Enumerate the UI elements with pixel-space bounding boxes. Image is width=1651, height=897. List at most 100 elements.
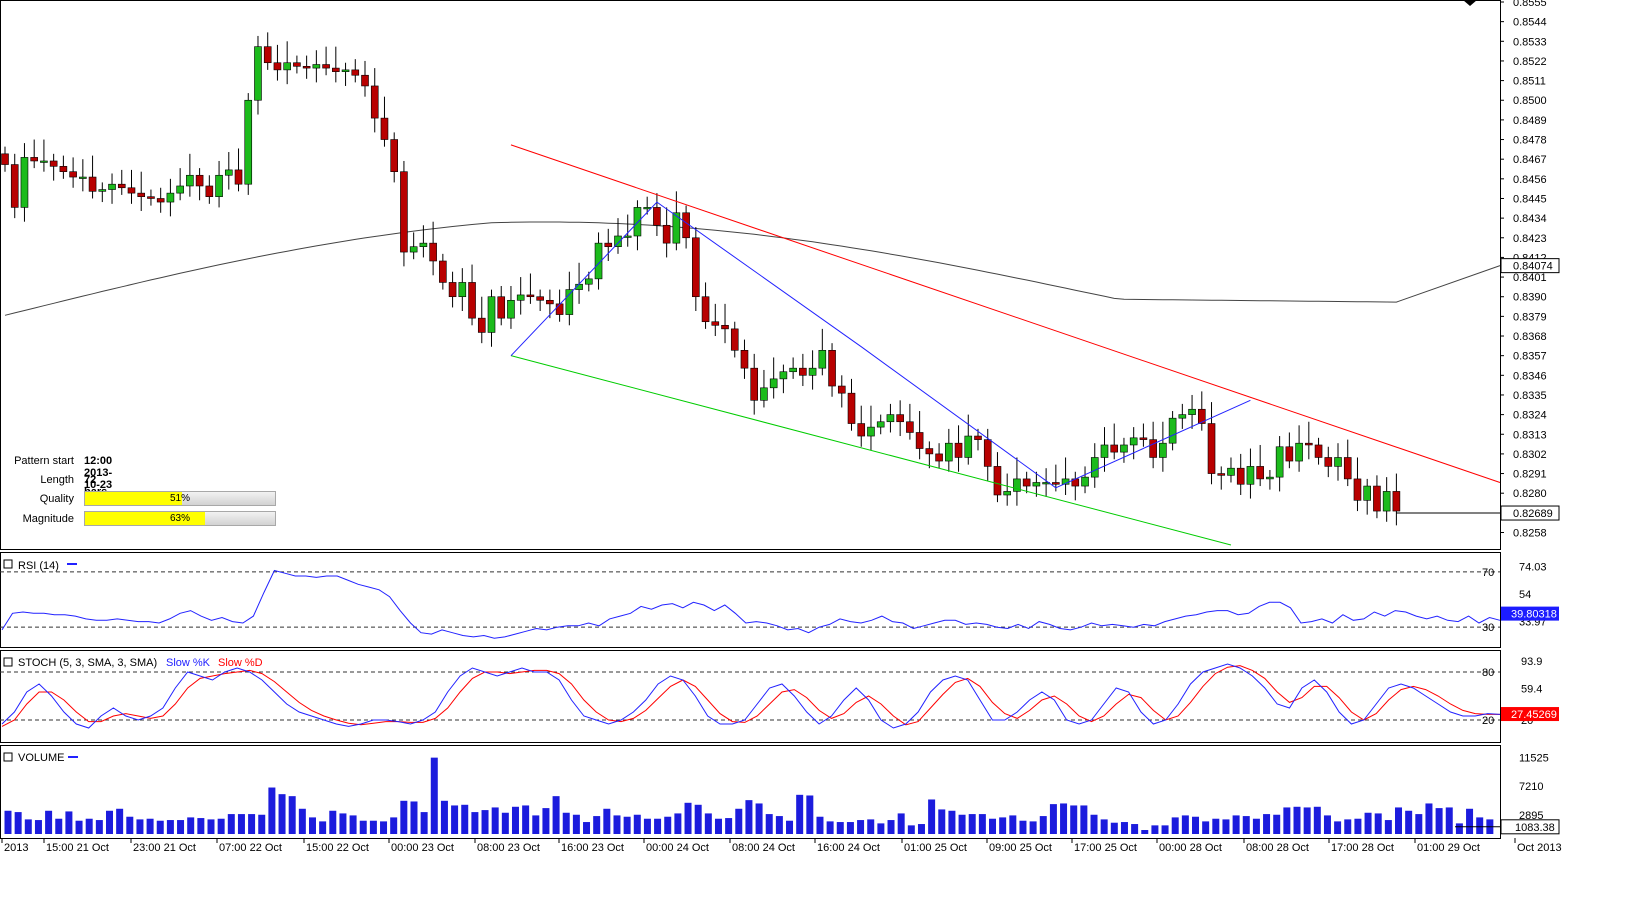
candle-body <box>837 385 846 394</box>
candle-body <box>244 99 253 185</box>
candle-body <box>195 174 204 187</box>
rsi-value-label: 39.80318 <box>1511 609 1557 621</box>
candle-body <box>818 350 827 369</box>
candle-body <box>740 350 749 369</box>
volume-bar <box>1395 807 1403 834</box>
volume-bar <box>329 810 337 834</box>
volume-bar <box>451 805 459 834</box>
stoch-panel-toggle-icon <box>3 657 13 667</box>
candle-body <box>234 169 243 185</box>
candle-body <box>1285 446 1294 462</box>
time-label: Oct 2013 <box>1517 842 1562 854</box>
candle-body <box>1334 457 1342 467</box>
volume-bar <box>511 806 519 834</box>
candle-body <box>643 207 651 210</box>
volume-bar <box>1090 814 1098 834</box>
volume-bar <box>166 820 174 834</box>
candle-body <box>779 371 788 380</box>
panel-frame-2 <box>0 650 1501 743</box>
volume-bar <box>765 814 773 834</box>
volume-bar <box>1455 823 1463 834</box>
price-tick-label: 0.8478 <box>1513 135 1547 147</box>
volume-bar <box>522 805 530 834</box>
quality-bar-fill <box>85 492 182 505</box>
volume-bar <box>562 812 570 834</box>
candle-body <box>254 46 262 101</box>
time-label: 17:00 25 Oct <box>1074 842 1137 854</box>
volume-bar <box>349 815 357 834</box>
volume-bar <box>928 799 936 834</box>
stoch-d-name: Slow %D <box>218 657 263 669</box>
price-tick-label: 0.8511 <box>1513 76 1546 88</box>
time-label: 15:00 21 Oct <box>46 842 109 854</box>
volume-bar <box>410 801 418 834</box>
volume-bar <box>1293 806 1301 834</box>
volume-bar <box>380 821 388 834</box>
volume-bar <box>288 796 296 834</box>
volume-bar <box>177 820 185 834</box>
candle-body <box>876 421 885 428</box>
price-tick-label: 0.8467 <box>1513 154 1547 166</box>
volume-bar <box>1252 818 1260 834</box>
volume-bar <box>1049 804 1057 834</box>
stoch-level-label: 20 <box>1482 715 1494 727</box>
candle-body <box>30 157 38 162</box>
moving-average-line <box>4 221 1501 316</box>
volume-bar <box>1344 819 1352 834</box>
time-label: 08:00 24 Oct <box>732 842 795 854</box>
candle-body <box>886 414 895 423</box>
volume-bar <box>227 814 235 834</box>
volume-bar <box>105 810 113 834</box>
candle-body <box>1110 444 1119 453</box>
rsi-tick-label: 54 <box>1519 589 1531 601</box>
candle-body <box>507 299 515 319</box>
time-label: 15:00 22 Oct <box>306 842 369 854</box>
price-tick-label: 0.8434 <box>1513 213 1547 225</box>
candle-body <box>1120 444 1128 453</box>
candle-body <box>293 62 301 67</box>
candle-body <box>983 439 992 467</box>
volume-bar <box>1070 805 1078 834</box>
candle-body <box>672 212 681 244</box>
volume-bar <box>1476 817 1484 834</box>
price-tick-label: 0.8522 <box>1513 56 1547 68</box>
candle-body <box>1149 439 1157 458</box>
price-tick-label: 0.8544 <box>1513 17 1547 29</box>
candle-body <box>1100 444 1109 458</box>
panel-frame-1 <box>0 552 1501 648</box>
candle-body <box>127 187 136 194</box>
rsi-title: RSI (14) <box>18 560 59 572</box>
volume-bar <box>339 813 347 834</box>
pattern-start-label: Pattern start <box>14 455 74 467</box>
time-label: 00:00 28 Oct <box>1159 842 1222 854</box>
candle-body <box>546 299 554 305</box>
candle-body <box>98 189 107 192</box>
volume-tick-label: 7210 <box>1519 781 1543 793</box>
volume-bar <box>664 816 672 834</box>
candle-body <box>1353 478 1362 501</box>
volume-bar <box>552 796 560 834</box>
candle-body <box>614 235 622 248</box>
volume-bar <box>258 814 266 834</box>
volume-bar <box>1181 815 1189 834</box>
price-tick-label: 0.8423 <box>1513 233 1547 245</box>
volume-bar <box>1009 815 1017 834</box>
candle-body <box>1197 408 1206 424</box>
ma-value-label: 0.84074 <box>1513 261 1553 273</box>
candle-body <box>808 367 817 376</box>
candle-body <box>1324 457 1333 467</box>
rsi-level-label: 70 <box>1482 567 1494 579</box>
candle-body <box>1168 417 1177 444</box>
volume-bar <box>735 808 743 834</box>
candle-body <box>108 183 116 190</box>
candle-body <box>964 435 973 458</box>
volume-bar <box>298 808 306 834</box>
candle-body <box>1217 473 1226 476</box>
volume-bar <box>1313 806 1321 834</box>
volume-bar <box>542 808 550 834</box>
volume-bar <box>593 816 601 834</box>
stoch-k-name: Slow %K <box>166 657 211 669</box>
candle-body <box>88 176 97 192</box>
volume-bar <box>1384 820 1392 834</box>
candle-body <box>439 260 447 283</box>
